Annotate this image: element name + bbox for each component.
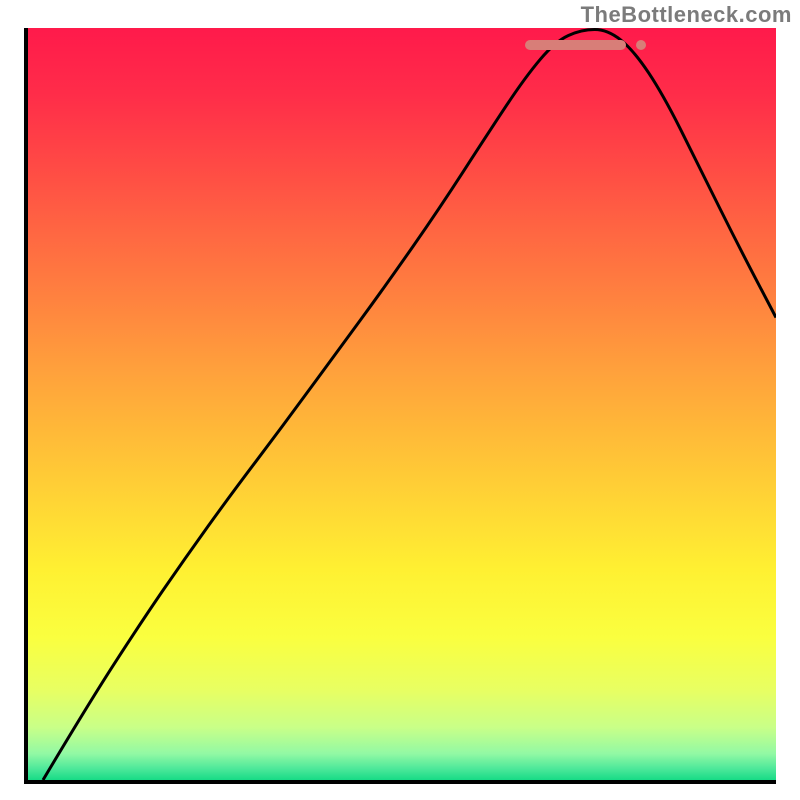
sweet-spot-indicator [525, 40, 626, 50]
bottleneck-chart [24, 28, 776, 784]
bottleneck-curve [28, 28, 776, 780]
watermark-text: TheBottleneck.com [581, 2, 792, 28]
